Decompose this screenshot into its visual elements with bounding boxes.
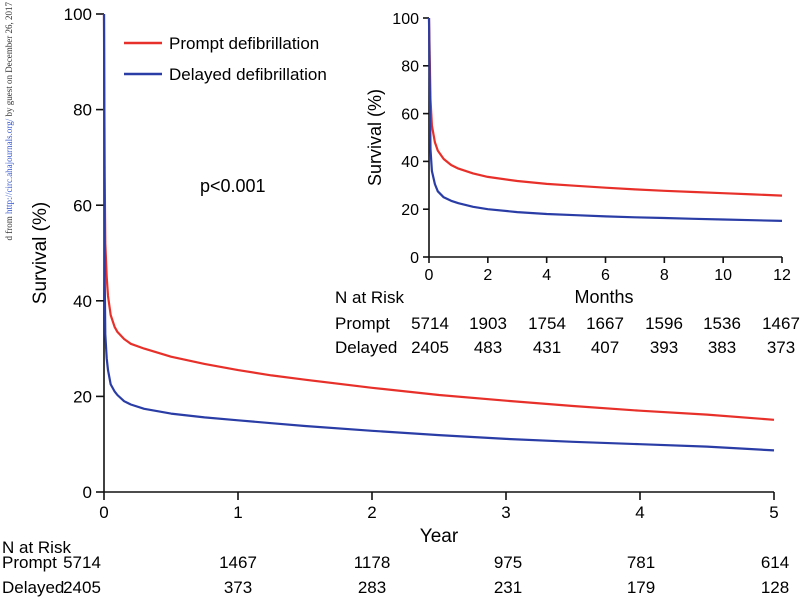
main-risk-row-label: Prompt (2, 553, 57, 572)
main-y-tick-label: 0 (83, 483, 92, 502)
main-y-axis-label: Survival (%) (30, 202, 51, 304)
inset-y-axis-label: Survival (%) (365, 89, 385, 186)
inset-y-tick-label: 40 (401, 154, 419, 171)
main-risk-value: 975 (494, 553, 522, 572)
inset-x-tick-label: 0 (425, 267, 434, 284)
inset-y-tick-label: 0 (410, 250, 419, 267)
main-x-tick-label: 0 (99, 503, 108, 522)
main-x-tick-label: 2 (367, 503, 376, 522)
inset-x-tick-label: 12 (773, 267, 791, 284)
inset-risk-value: 1667 (586, 314, 624, 333)
main-risk-value: 1178 (354, 553, 391, 572)
main-series-delayed-line (102, 13, 775, 452)
inset-y-tick-label: 20 (401, 202, 419, 219)
legend-label-delayed: Delayed defibrillation (169, 65, 327, 84)
inset-risk-table-header: N at Risk (335, 288, 404, 307)
inset-x-tick-label: 6 (601, 267, 610, 284)
main-risk-value: 128 (761, 578, 789, 597)
main-x-tick-label: 4 (635, 503, 644, 522)
main-risk-value: 373 (224, 578, 252, 597)
inset-risk-value: 1903 (469, 314, 507, 333)
inset-risk-value: 383 (708, 338, 736, 357)
main-risk-table-header: N at Risk (2, 538, 71, 557)
main-risk-value: 614 (761, 553, 789, 572)
main-y-tick-label: 20 (73, 388, 92, 407)
inset-x-tick-label: 4 (542, 267, 551, 284)
legend-label-prompt: Prompt defibrillation (169, 34, 319, 53)
main-series-prompt-line (102, 13, 775, 421)
main-risk-value: 283 (358, 578, 386, 597)
inset-risk-value: 407 (591, 338, 619, 357)
inset-y-tick-label: 60 (401, 106, 419, 123)
inset-risk-row-label: Prompt (335, 314, 390, 333)
inset-risk-value: 483 (474, 338, 502, 357)
p-value-annotation: p<0.001 (200, 176, 266, 196)
inset-y-tick-label: 80 (401, 59, 419, 76)
main-y-tick-label: 40 (73, 292, 92, 311)
inset-risk-value: 373 (767, 338, 795, 357)
main-y-tick-label: 60 (73, 196, 92, 215)
inset-x-tick-label: 2 (483, 267, 492, 284)
main-x-tick-label: 3 (501, 503, 510, 522)
main-risk-value: 2405 (63, 578, 101, 597)
inset-series-prompt-line (427, 17, 783, 197)
main-risk-value: 231 (494, 578, 522, 597)
main-x-tick-label: 1 (233, 503, 242, 522)
inset-risk-value: 1754 (528, 314, 566, 333)
inset-y-tick-label: 100 (392, 11, 419, 28)
inset-risk-row-label: Delayed (335, 338, 397, 357)
inset-x-axis-label: Months (574, 287, 633, 307)
main-risk-value: 5714 (63, 553, 101, 572)
inset-risk-value: 1596 (645, 314, 683, 333)
inset-risk-value: 1467 (762, 314, 800, 333)
inset-risk-value: 1536 (703, 314, 741, 333)
main-x-axis-label: Year (420, 526, 459, 547)
main-risk-value: 1467 (219, 553, 257, 572)
main-risk-value: 179 (627, 578, 655, 597)
main-risk-value: 781 (627, 553, 655, 572)
main-y-tick-label: 100 (64, 5, 92, 24)
main-x-tick-label: 5 (769, 503, 778, 522)
inset-risk-value: 5714 (411, 314, 449, 333)
inset-risk-value: 2405 (411, 338, 449, 357)
inset-risk-value: 431 (533, 338, 561, 357)
inset-series-delayed-line (427, 17, 783, 222)
main-y-tick-label: 80 (73, 101, 92, 120)
inset-risk-value: 393 (650, 338, 678, 357)
inset-x-tick-label: 8 (660, 267, 669, 284)
main-risk-row-label: Delayed (2, 578, 64, 597)
inset-x-tick-label: 10 (714, 267, 732, 284)
